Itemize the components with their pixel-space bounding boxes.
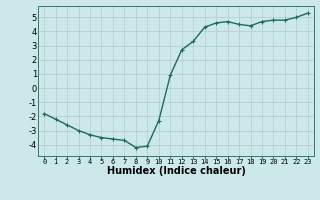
X-axis label: Humidex (Indice chaleur): Humidex (Indice chaleur) <box>107 166 245 176</box>
